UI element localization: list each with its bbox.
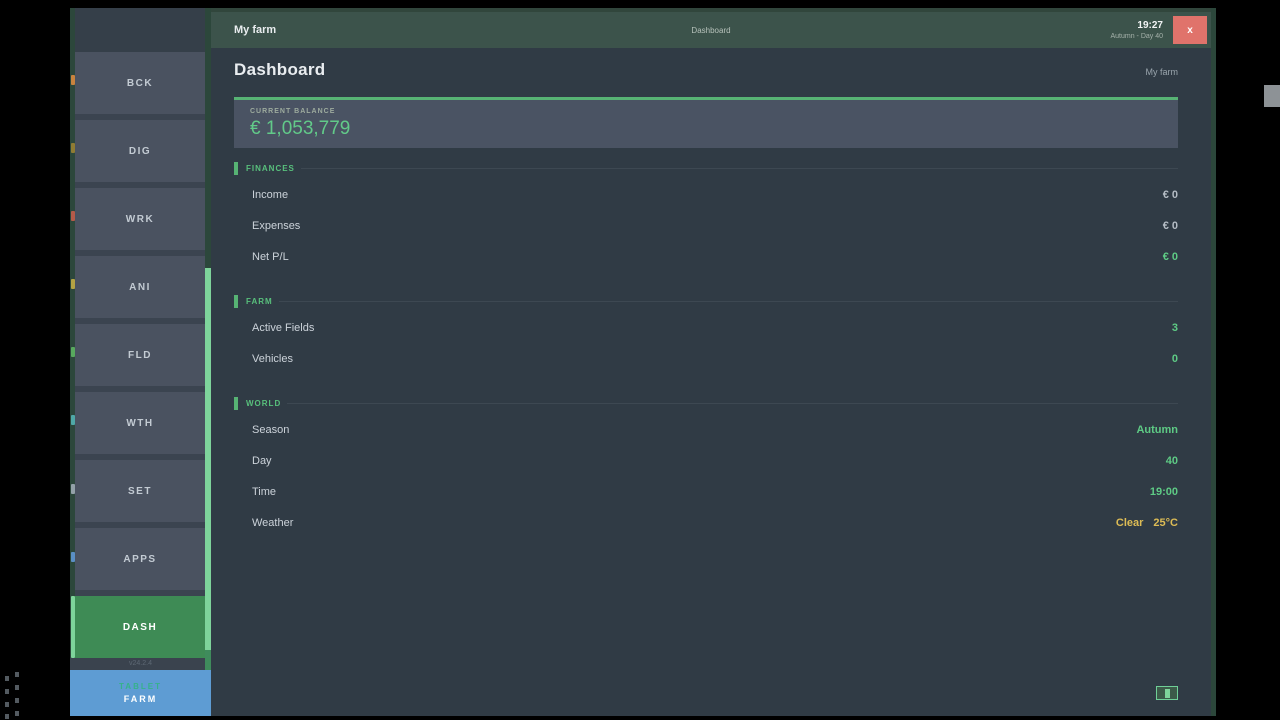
stat-value: € 0	[1162, 188, 1178, 201]
stat-value: € 0	[1162, 219, 1178, 232]
stat-label: Season	[252, 423, 290, 436]
sidebar: BCK DIG WRK ANI FLD WTH SET APPS DASH v2…	[70, 8, 211, 716]
accent-rule	[234, 97, 1178, 100]
stat-value: 3	[1171, 321, 1178, 334]
sidebar-scrollbar-track	[205, 8, 211, 670]
stat-row-day: Day 40	[234, 445, 1178, 476]
section-accent-bar	[234, 161, 238, 175]
section-world: WORLD Season Autumn Day 40 Tim	[234, 396, 1178, 538]
battery-icon	[1156, 686, 1178, 700]
footer-brand-top: TABLET	[119, 682, 162, 691]
stat-label: Day	[252, 454, 272, 467]
page-title: Dashboard	[234, 60, 326, 79]
section-title: FARM	[246, 296, 273, 306]
sidebar-item-animals[interactable]: ANI	[75, 256, 205, 318]
section-divider	[287, 402, 1178, 404]
stat-row-season: Season Autumn	[234, 414, 1178, 445]
stat-value: 19:00	[1149, 485, 1178, 498]
stat-row-expenses: Expenses € 0	[234, 210, 1178, 241]
stat-row-income: Income € 0	[234, 179, 1178, 210]
sidebar-item-dashboard[interactable]: DASH	[75, 596, 205, 658]
sidebar-marker-fld	[71, 347, 75, 357]
stat-label: Active Fields	[252, 321, 315, 334]
stat-value: Autumn	[1136, 423, 1178, 436]
stat-value: 0	[1171, 352, 1178, 365]
sidebar-footer: TABLET FARM	[70, 670, 211, 716]
decor-dot	[5, 689, 9, 694]
titlebar-clock-box: 19:27 Autumn - Day 40	[1110, 20, 1163, 40]
decor-dot	[5, 714, 9, 719]
date-text: Autumn - Day 40	[1110, 33, 1163, 40]
titlebar: My farm Dashboard 19:27 Autumn - Day 40 …	[211, 8, 1211, 48]
balance-card: CURRENT BALANCE € 1,053,779	[234, 100, 1178, 148]
decor-dot	[15, 685, 19, 690]
main-panel: My farm Dashboard 19:27 Autumn - Day 40 …	[211, 8, 1216, 716]
section-farm: FARM Active Fields 3 Vehicles 0	[234, 294, 1178, 374]
decor-dot	[15, 672, 19, 677]
tablet-window: BCK DIG WRK ANI FLD WTH SET APPS DASH v2…	[70, 8, 1216, 716]
section-title: WORLD	[246, 398, 282, 408]
stat-row-vehicles: Vehicles 0	[234, 343, 1178, 374]
sidebar-item-work[interactable]: WRK	[75, 188, 205, 250]
stat-value: 40	[1165, 454, 1178, 467]
decor-dot	[15, 698, 19, 703]
balance-label: CURRENT BALANCE	[250, 108, 336, 115]
weather-temperature: 25°C	[1153, 516, 1178, 529]
sidebar-item-back[interactable]: BCK	[75, 52, 205, 114]
stat-row-active-fields: Active Fields 3	[234, 312, 1178, 343]
sidebar-item-fields[interactable]: FLD	[75, 324, 205, 386]
stat-label: Income	[252, 188, 289, 201]
section-finances: FINANCES Income € 0 Expenses € 0	[234, 161, 1178, 272]
stat-label: Vehicles	[252, 352, 293, 365]
stat-label: Weather	[252, 516, 294, 529]
dashboard-content: Dashboard My farm CURRENT BALANCE € 1,05…	[211, 48, 1211, 716]
stat-row-net-pl: Net P/L € 0	[234, 241, 1178, 272]
sidebar-item-dig[interactable]: DIG	[75, 120, 205, 182]
footer-brand-bottom: FARM	[123, 694, 158, 704]
sidebar-top-spacer	[75, 8, 205, 52]
sidebar-marker-bck	[71, 75, 75, 85]
corner-farm-label: My farm	[1145, 67, 1179, 77]
stat-value: Clear 25°C	[1116, 517, 1178, 529]
sidebar-item-apps[interactable]: APPS	[75, 528, 205, 590]
stat-label: Time	[252, 485, 277, 498]
sidebar-marker-apps	[71, 552, 75, 562]
sidebar-scrollbar-thumb[interactable]	[205, 268, 211, 650]
sidebar-item-settings[interactable]: SET	[75, 460, 205, 522]
sidebar-left-strip	[70, 8, 75, 670]
section-accent-bar	[234, 294, 238, 308]
sidebar-marker-dash-active	[71, 596, 75, 658]
section-title: FINANCES	[246, 163, 295, 173]
section-divider	[278, 300, 1178, 302]
section-divider	[300, 167, 1178, 169]
decor-dot	[15, 711, 19, 716]
battery-level-bar	[1164, 688, 1170, 698]
sidebar-marker-dig	[71, 143, 75, 153]
balance-value: € 1,053,779	[250, 118, 351, 139]
stat-label: Expenses	[252, 219, 301, 232]
sidebar-scrollbar-thumb-tail	[205, 650, 211, 670]
decor-dot	[5, 676, 9, 681]
sidebar-marker-wth	[71, 415, 75, 425]
stat-row-time: Time 19:00	[234, 476, 1178, 507]
stat-label: Net P/L	[252, 250, 289, 263]
sidebar-marker-set	[71, 484, 75, 494]
sidebar-marker-wrk	[71, 211, 75, 221]
titlebar-farm-name: My farm	[234, 24, 277, 36]
sidebar-item-weather[interactable]: WTH	[75, 392, 205, 454]
section-accent-bar	[234, 396, 238, 410]
sidebar-marker-ani	[71, 279, 75, 289]
decor-dot	[5, 702, 9, 707]
sidebar-buttons: BCK DIG WRK ANI FLD WTH SET APPS DASH	[75, 52, 205, 664]
close-button[interactable]: x	[1173, 16, 1207, 44]
sidebar-version: v24.2.4	[70, 658, 211, 670]
bezel-widget	[1264, 85, 1280, 107]
titlebar-screen-label: Dashboard	[691, 25, 731, 35]
clock-text: 19:27	[1137, 20, 1163, 31]
weather-condition: Clear	[1115, 516, 1144, 529]
stat-value: € 0	[1162, 250, 1178, 263]
stat-row-weather: Weather Clear 25°C	[234, 507, 1178, 538]
